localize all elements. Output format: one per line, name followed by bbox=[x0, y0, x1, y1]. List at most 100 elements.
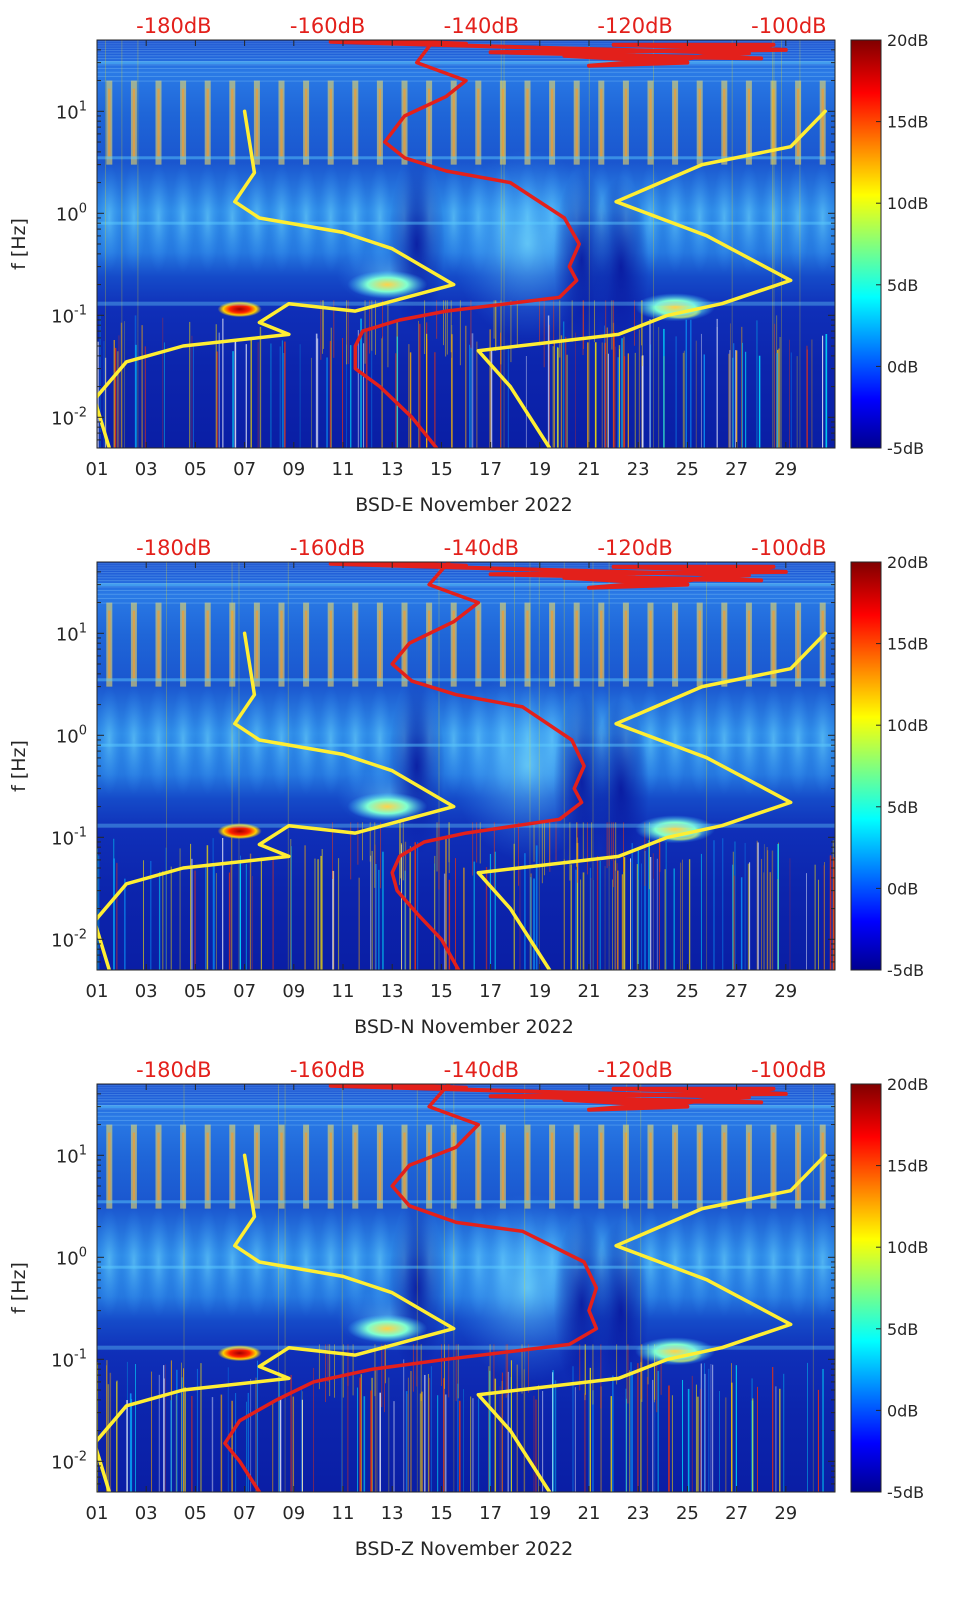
diurnal-blob bbox=[736, 162, 761, 273]
diurnal-blob bbox=[810, 162, 835, 273]
daily-stripe-core bbox=[206, 88, 209, 157]
hf-band bbox=[97, 1105, 835, 1107]
daily-stripe-core bbox=[796, 1132, 800, 1201]
x-tick-label: 29 bbox=[774, 459, 797, 480]
diurnal-blob bbox=[121, 162, 146, 273]
x-tick-label: 19 bbox=[528, 981, 551, 1002]
daily-stripe-core bbox=[452, 1132, 455, 1201]
x-tick-label: 21 bbox=[578, 981, 601, 1002]
hf-band bbox=[97, 61, 835, 65]
colorbar-tick-label: 10dB bbox=[887, 716, 929, 735]
colorbar-tick-label: 0dB bbox=[887, 879, 918, 898]
daily-stripe-core bbox=[108, 610, 111, 679]
diurnal-blob bbox=[318, 162, 343, 273]
x-tick-label: 17 bbox=[479, 981, 502, 1002]
hf-band bbox=[97, 574, 835, 576]
hf-band bbox=[97, 156, 835, 160]
diurnal-blob bbox=[761, 1206, 786, 1317]
daily-stripe-core bbox=[526, 88, 529, 157]
diurnal-blob bbox=[712, 684, 737, 795]
hotspot bbox=[217, 301, 262, 318]
daily-stripe-core bbox=[600, 1132, 603, 1201]
y-tick-label: 101 bbox=[56, 99, 87, 123]
hf-band bbox=[97, 1108, 835, 1110]
quiet-band bbox=[592, 176, 649, 357]
daily-stripe-core bbox=[723, 88, 726, 157]
daily-stripe-core bbox=[477, 88, 480, 157]
daily-stripe-core bbox=[698, 88, 701, 157]
diurnal-blob bbox=[663, 684, 688, 795]
y-axis-label: f [Hz] bbox=[8, 1262, 30, 1314]
x-tick-label: 27 bbox=[725, 1503, 748, 1524]
diurnal-blob bbox=[171, 162, 196, 273]
daily-stripe-core bbox=[304, 610, 308, 679]
diurnal-blob bbox=[146, 162, 171, 273]
daily-stripe-core bbox=[723, 610, 726, 679]
panel-bsd-e: 01 03 05 07 09 11 13 15 17 19 21 23 25 27 29 BSD-E Nove… bbox=[8, 14, 929, 516]
diurnal-blob bbox=[343, 162, 368, 273]
hotspot bbox=[217, 823, 262, 840]
daily-stripe-core bbox=[157, 610, 160, 679]
diurnal-blob bbox=[195, 162, 220, 273]
daily-stripe-core bbox=[747, 88, 751, 157]
microseism-band bbox=[97, 823, 835, 828]
x-tick-label: 15 bbox=[430, 459, 453, 480]
y-tick-label: 100 bbox=[56, 1245, 87, 1269]
daily-stripe-core bbox=[772, 1132, 775, 1201]
diurnal-blob bbox=[97, 1206, 122, 1317]
hotspot bbox=[347, 792, 428, 821]
diurnal-blob bbox=[663, 162, 688, 273]
diurnal-blob bbox=[97, 684, 122, 795]
diurnal-blob bbox=[318, 1206, 343, 1317]
diurnal-blob bbox=[687, 162, 712, 273]
hf-band bbox=[97, 678, 835, 682]
hf-band bbox=[97, 1265, 835, 1269]
diurnal-blob bbox=[786, 684, 811, 795]
x-tick-label: 25 bbox=[676, 459, 699, 480]
x-tick-label: 13 bbox=[381, 1503, 404, 1524]
daily-stripe-core bbox=[673, 1132, 677, 1201]
hf-band bbox=[97, 64, 835, 66]
x-tick-label: 03 bbox=[135, 1503, 158, 1524]
daily-stripe-core bbox=[747, 610, 751, 679]
daily-stripe-core bbox=[181, 1132, 185, 1201]
diurnal-blob bbox=[736, 1206, 761, 1317]
x-tick-label: 13 bbox=[381, 981, 404, 1002]
hotspot bbox=[347, 270, 428, 299]
hf-band bbox=[97, 1091, 835, 1093]
x-tick-label: 15 bbox=[430, 1503, 453, 1524]
top-axis-label: -100dB bbox=[751, 536, 826, 560]
diurnal-blob bbox=[810, 1206, 835, 1317]
daily-stripe-core bbox=[452, 610, 455, 679]
hotspot bbox=[635, 293, 716, 322]
daily-stripe-core bbox=[329, 610, 332, 679]
daily-stripe-core bbox=[354, 1132, 357, 1201]
colorbar-tick-label: 0dB bbox=[887, 357, 918, 376]
daily-stripe-core bbox=[329, 1132, 332, 1201]
hf-band bbox=[97, 1115, 835, 1117]
daily-stripe-core bbox=[255, 1132, 259, 1201]
diurnal-blob bbox=[761, 684, 786, 795]
top-axis-label: -160dB bbox=[290, 536, 365, 560]
daily-stripe-core bbox=[501, 88, 505, 157]
hf-band bbox=[97, 50, 835, 52]
x-tick-label: 05 bbox=[184, 1503, 207, 1524]
y-tick-label: 10-2 bbox=[51, 927, 87, 951]
diurnal-blob bbox=[269, 684, 294, 795]
daily-stripe-core bbox=[550, 1132, 554, 1201]
colorbar-tick-label: 5dB bbox=[887, 798, 918, 817]
quiet-band bbox=[553, 169, 610, 350]
hf-band bbox=[97, 1099, 835, 1101]
x-tick-label: 19 bbox=[528, 1503, 551, 1524]
hf-band bbox=[97, 1102, 835, 1104]
diurnal-blob bbox=[786, 162, 811, 273]
top-axis-label: -140dB bbox=[444, 536, 519, 560]
colorbar-tick-label: 15dB bbox=[887, 1157, 929, 1176]
y-tick-label: 101 bbox=[56, 621, 87, 645]
daily-stripe-core bbox=[772, 88, 775, 157]
daily-stripe-core bbox=[550, 610, 554, 679]
top-axis-label: -180dB bbox=[136, 1058, 211, 1082]
diurnal-blob bbox=[761, 162, 786, 273]
x-tick-label: 19 bbox=[528, 459, 551, 480]
